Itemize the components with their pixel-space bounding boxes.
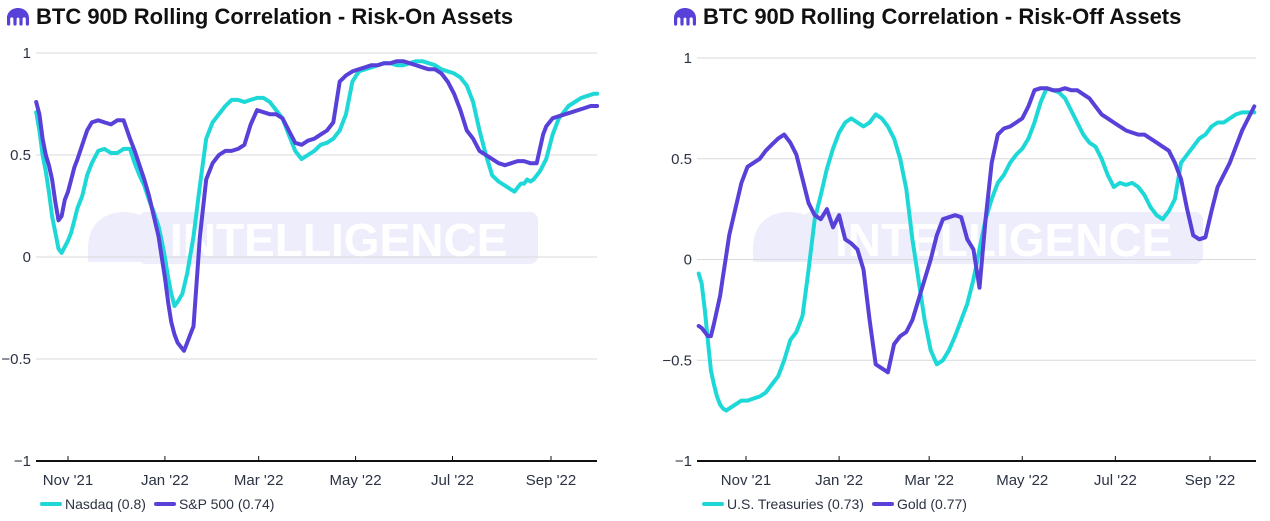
- y-tick-label: −0.5: [662, 352, 692, 369]
- series-line-0: [34, 59, 600, 308]
- legend-label-treasuries: U.S. Treasuries (0.73): [727, 496, 864, 512]
- x-tick-label: Jul '22: [431, 472, 474, 489]
- y-tick-label: 0: [684, 252, 692, 269]
- x-tick-label: Jan '22: [141, 472, 189, 489]
- legend-label-nasdaq: Nasdaq (0.8): [65, 496, 146, 512]
- risk-on-chart-panel: BTC 90D Rolling Correlation - Risk-On As…: [1, 4, 600, 512]
- series-line-1: [696, 86, 1257, 375]
- y-tick-label: 1: [23, 45, 31, 62]
- y-tick-label: −1: [14, 453, 31, 470]
- legend-label-sp500: S&P 500 (0.74): [178, 496, 275, 512]
- watermark-logo-icon: [753, 212, 825, 262]
- x-tick-label: Nov '21: [721, 472, 771, 489]
- y-tick-label: 0: [23, 249, 31, 266]
- watermark-text: INTELLIGENCE: [835, 214, 1172, 266]
- y-tick-label: 0.5: [10, 147, 31, 164]
- series-line-1: [34, 59, 600, 353]
- watermark-logo-icon: [88, 212, 160, 262]
- y-tick-label: −1: [675, 453, 692, 470]
- watermark-text: INTELLIGENCE: [170, 214, 507, 266]
- legend-item-gold[interactable]: Gold (0.77): [871, 496, 967, 512]
- x-tick-label: Mar '22: [234, 472, 284, 489]
- chart-title: BTC 90D Rolling Correlation - Risk-Off A…: [673, 4, 1181, 30]
- chart-legend: Nasdaq (0.8) S&P 500 (0.74): [40, 496, 282, 512]
- x-tick-label: Mar '22: [904, 472, 954, 489]
- legend-item-sp500[interactable]: S&P 500 (0.74): [153, 496, 275, 512]
- x-tick-label: Sep '22: [1185, 472, 1235, 489]
- risk-on-line-chart: INTELLIGENCE 1 0.5 0 −0.5 −1 Nov '21 Jan '22 Mar…: [1, 45, 600, 489]
- legend-item-treasuries[interactable]: U.S. Treasuries (0.73): [702, 496, 864, 512]
- kraken-logo-icon: [674, 8, 696, 26]
- chart-title-text: BTC 90D Rolling Correlation - Risk-On As…: [36, 4, 514, 29]
- y-tick-label: 1: [684, 50, 692, 67]
- x-tick-label: Nov '21: [43, 472, 93, 489]
- legend-swatch-gold: [871, 502, 894, 506]
- legend-swatch-treasuries: [702, 502, 724, 506]
- legend-swatch-sp500: [153, 502, 176, 506]
- chart-legend: U.S. Treasuries (0.73) Gold (0.77): [702, 496, 975, 512]
- x-tick-label: Jul '22: [1094, 472, 1137, 489]
- chart-title-text: BTC 90D Rolling Correlation - Risk-Off A…: [703, 4, 1182, 29]
- x-tick-label: May '22: [330, 472, 382, 489]
- y-tick-label: 0.5: [671, 151, 692, 168]
- intelligence-watermark: INTELLIGENCE: [753, 212, 1203, 266]
- legend-item-nasdaq[interactable]: Nasdaq (0.8): [40, 496, 146, 512]
- risk-off-line-chart: INTELLIGENCE 1 0.5 0 −0.5 −1 Nov '21 Jan '22 Mar…: [662, 50, 1257, 489]
- y-tick-label: −0.5: [1, 351, 31, 368]
- risk-off-chart-panel: BTC 90D Rolling Correlation - Risk-Off A…: [635, 0, 1270, 521]
- x-tick-label: May '22: [996, 472, 1048, 489]
- legend-label-gold: Gold (0.77): [896, 496, 967, 512]
- x-tick-label: Sep '22: [526, 472, 576, 489]
- kraken-logo-icon: [7, 8, 29, 26]
- x-tick-label: Jan '22: [815, 472, 863, 489]
- chart-title: BTC 90D Rolling Correlation - Risk-On As…: [6, 4, 513, 30]
- legend-swatch-nasdaq: [40, 502, 62, 506]
- series-line-0: [696, 86, 1257, 413]
